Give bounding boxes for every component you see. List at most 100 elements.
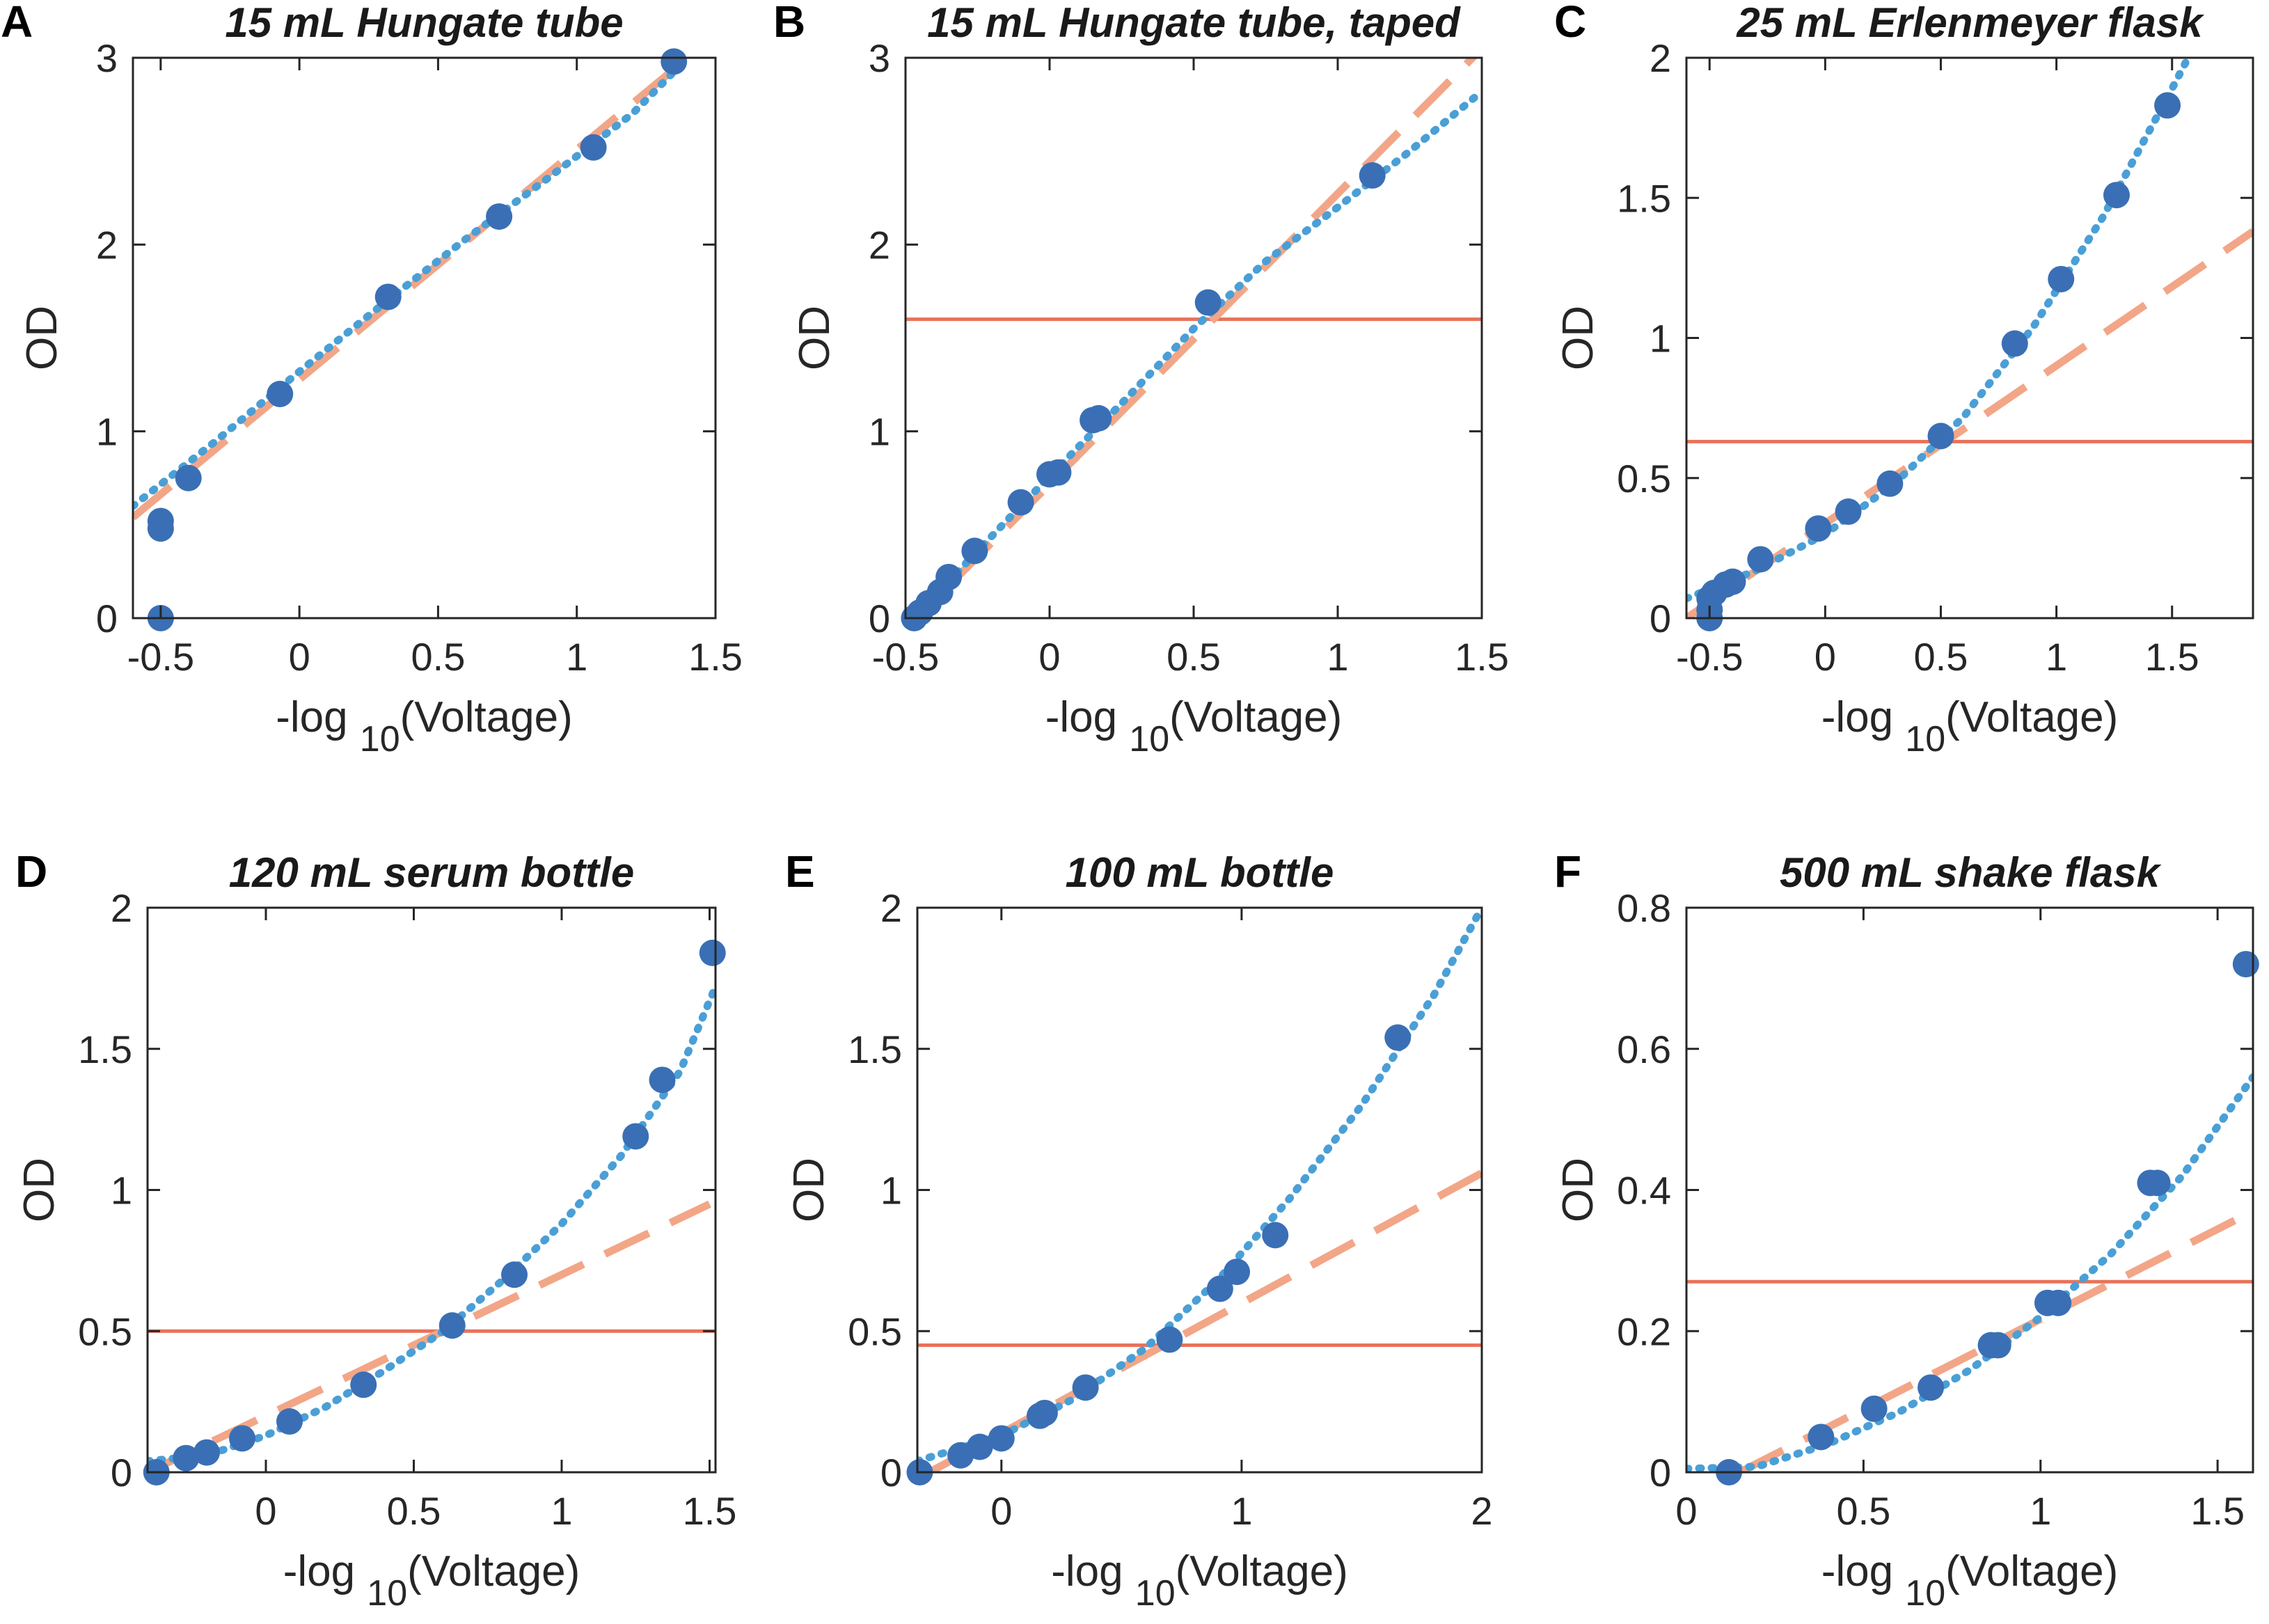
y-tick-label: 0 (880, 1451, 902, 1495)
x-tick-label: 0.5 (1914, 635, 1968, 679)
data-point (1072, 1374, 1099, 1401)
data-point (1262, 1222, 1289, 1249)
chart-title: 15 mL Hungate tube, taped (927, 0, 1461, 46)
chart-panel-f: F 500 mL shake flask 0 0.5 1 1.5 0 0.2 0.4 0.6 0.8… (1554, 846, 2259, 1614)
x-axis-label-subscript: 10 (1135, 1573, 1176, 1614)
polynomial-fit-dotted-line (1686, 58, 2193, 603)
x-axis-label-main: -log (1045, 693, 1130, 741)
data-point (2144, 1169, 2171, 1197)
x-tick-label: 0.5 (387, 1489, 441, 1533)
data-point (988, 1425, 1015, 1452)
axes-box (916, 906, 1483, 1474)
data-point (175, 464, 202, 491)
x-axis-label-main: -log (1821, 1547, 1906, 1595)
x-tick-label: 0 (990, 1489, 1012, 1533)
x-tick-label: 1.5 (2190, 1489, 2245, 1533)
data-point (699, 939, 726, 966)
y-tick-label: 2 (96, 223, 118, 267)
y-axis-label: OD (1554, 306, 1602, 370)
data-point (580, 134, 607, 161)
x-tick-label: 0.5 (1836, 1489, 1890, 1533)
x-tick-label: 1.5 (1455, 635, 1509, 679)
axes-box (132, 56, 717, 620)
panel-letter: C (1554, 0, 1586, 47)
x-axis-label-suffix: (Voltage) (1945, 1547, 2118, 1595)
x-axis-label: -log 10(Voltage) (1045, 693, 1343, 759)
x-tick-label: 2 (1471, 1489, 1492, 1533)
polynomial-fit-dotted-line (133, 58, 692, 510)
y-tick-label: 0 (96, 597, 118, 640)
data-point (1747, 546, 1774, 573)
data-point (2045, 1289, 2072, 1316)
data-point (1719, 568, 1746, 595)
y-tick-label: 0.5 (1617, 457, 1671, 500)
y-tick-label: 1 (96, 410, 118, 454)
plot-area (148, 983, 716, 1472)
x-axis-label-subscript: 10 (1905, 1573, 1945, 1614)
x-tick-label: 0.5 (411, 635, 465, 679)
linear-fit-dashed-line (1686, 228, 2253, 618)
x-axis-label-main: -log (1821, 693, 1906, 741)
plot-area (1686, 58, 2253, 618)
data-point (193, 1439, 220, 1466)
y-axis-label: OD (18, 306, 66, 370)
chart-title: 100 mL bottle (1066, 849, 1334, 896)
chart-panel-b: B 15 mL Hungate tube, taped-0.5 0 0.5 1 1.501… (773, 0, 1509, 759)
panel-letter: D (15, 846, 47, 897)
y-tick-label: 2 (869, 223, 890, 267)
data-point (1835, 498, 1862, 526)
x-tick-label: 0.5 (1167, 635, 1221, 679)
y-tick-label: 1 (111, 1169, 132, 1213)
y-tick-label: 0 (1650, 1451, 1671, 1495)
y-tick-label: 1 (869, 410, 890, 454)
data-point (1918, 1374, 1945, 1401)
data-point (1045, 459, 1072, 486)
y-tick-label: 0.5 (78, 1309, 132, 1353)
plot-area (906, 58, 1482, 618)
y-tick-label: 0.5 (848, 1309, 902, 1353)
x-tick-label: 1 (551, 1489, 572, 1533)
panel-letter: B (773, 0, 805, 47)
y-tick-label: 2 (880, 886, 902, 930)
x-tick-label: 1.5 (683, 1489, 737, 1533)
axes-box (146, 906, 717, 1474)
data-point (1156, 1326, 1183, 1353)
axes-box (1685, 56, 2254, 620)
x-tick-label: 0 (289, 635, 310, 679)
data-point (1876, 470, 1904, 497)
y-axis-label: OD (791, 306, 839, 370)
x-tick-label: 1 (2046, 635, 2067, 679)
x-axis-label: -log 10(Voltage) (276, 693, 573, 759)
chart-panel-a: A 15 mL Hungate tube-0.5 0 0.5 1 1.50123-log … (1, 0, 743, 759)
x-tick-label: -0.5 (1676, 635, 1744, 679)
y-tick-label: 2 (111, 886, 132, 930)
x-tick-label: 1.5 (2145, 635, 2199, 679)
x-axis-label: -log 10(Voltage) (283, 1547, 580, 1614)
x-tick-label: 0 (255, 1489, 276, 1533)
data-point (1384, 1024, 1412, 1051)
y-tick-label: 1 (1650, 317, 1671, 361)
plot-area (133, 58, 692, 521)
x-axis-label-suffix: (Voltage) (1945, 693, 2118, 741)
data-point (229, 1425, 255, 1452)
panel-letter: E (785, 846, 815, 897)
x-axis-label-suffix: (Voltage) (400, 693, 573, 741)
plot-area (1686, 1073, 2253, 1472)
x-axis-label-suffix: (Voltage) (1176, 1547, 1348, 1595)
x-tick-label: 1 (566, 635, 587, 679)
data-point (501, 1261, 528, 1288)
data-point (1085, 404, 1112, 432)
data-point (276, 1408, 303, 1435)
data-point (661, 48, 688, 75)
y-tick-label: 1 (880, 1169, 902, 1213)
x-axis-label-suffix: (Voltage) (1169, 693, 1342, 741)
data-point (173, 1444, 200, 1472)
data-point (649, 1066, 676, 1094)
x-tick-label: 0 (1675, 1489, 1697, 1533)
data-point (1031, 1399, 1058, 1426)
y-tick-label: 0 (111, 1451, 132, 1495)
data-point (486, 203, 513, 230)
panel-letter: A (1, 0, 33, 47)
chart-panel-c: C 25 mL Erlenmeyer flask-0.5 0 0.5 1 1.500.51… (1554, 0, 2254, 759)
data-point (1007, 489, 1034, 516)
